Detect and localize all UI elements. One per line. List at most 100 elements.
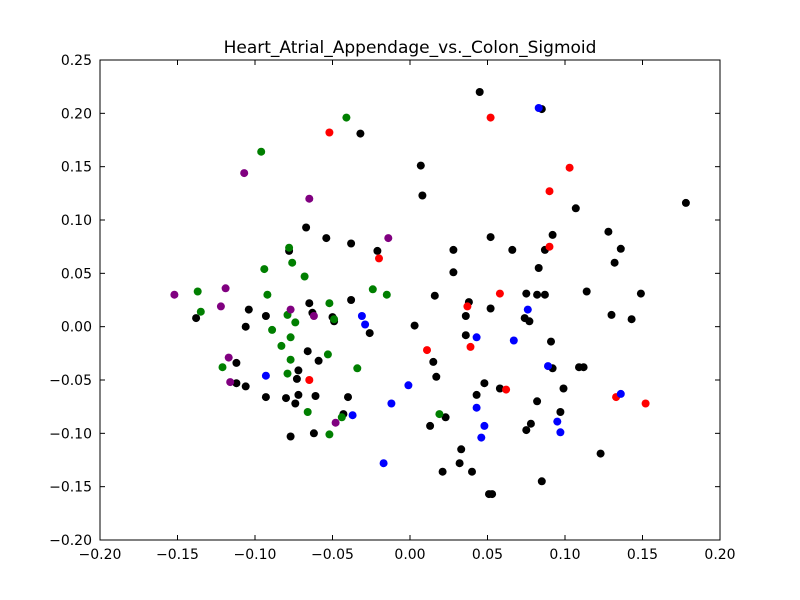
data-point (330, 315, 339, 324)
data-point (547, 337, 555, 346)
data-point (353, 364, 362, 373)
data-point (480, 379, 489, 388)
data-point (495, 289, 504, 298)
y-tick-label: −0.20 (49, 533, 92, 549)
x-tick-label: 0.00 (394, 547, 425, 563)
data-point (292, 374, 301, 383)
data-point (681, 198, 690, 207)
data-point (379, 459, 388, 468)
data-point (261, 371, 270, 380)
data-point (302, 223, 311, 232)
data-point (472, 333, 481, 342)
data-point (257, 147, 266, 156)
x-tick-label: 0.20 (704, 547, 735, 563)
data-point (416, 161, 425, 170)
x-tick-label: −0.20 (79, 547, 122, 563)
data-point (286, 305, 295, 314)
data-point (509, 336, 518, 345)
data-point (357, 312, 366, 320)
data-point (426, 421, 435, 430)
data-point (309, 312, 318, 320)
plot-area-frame (99, 59, 721, 541)
data-point (616, 389, 625, 398)
data-point (641, 399, 650, 408)
data-point (488, 490, 497, 499)
data-point (616, 244, 625, 253)
data-point (361, 320, 370, 329)
data-point (277, 341, 286, 350)
axis-ticks: −0.20 −0.15 −0.10 −0.05 0.00 0.05 0.10 0.15 0.20… (49, 53, 735, 563)
data-point (241, 322, 250, 331)
data-point (438, 467, 447, 476)
data-point (368, 285, 377, 294)
data-point (311, 392, 320, 400)
data-point (556, 428, 565, 437)
data-point (404, 381, 413, 390)
data-point (432, 372, 441, 381)
y-tick-label: 0.25 (61, 53, 92, 69)
data-point (441, 413, 450, 422)
data-point (571, 204, 580, 213)
data-point (323, 350, 332, 359)
data-point (610, 258, 619, 267)
x-tick-label: −0.05 (311, 547, 354, 563)
chart-title: Heart_Atrial_Appendage_vs._Colon_Sigmoid (224, 38, 597, 58)
data-point (325, 430, 334, 439)
data-point (241, 382, 250, 391)
data-point (216, 302, 225, 311)
data-point (486, 113, 495, 122)
data-point (331, 418, 340, 427)
data-point (325, 128, 334, 137)
y-tick-label: 0.15 (61, 160, 92, 176)
data-point (410, 321, 419, 330)
data-point (534, 264, 543, 272)
data-point (342, 113, 351, 122)
data-point (294, 390, 303, 399)
data-point (344, 393, 352, 402)
data-point (508, 245, 517, 254)
data-point (534, 104, 543, 112)
data-point (286, 333, 295, 342)
data-point (502, 385, 511, 394)
data-point (303, 408, 312, 416)
data-point (480, 421, 489, 430)
data-point (523, 305, 532, 314)
data-point (537, 477, 546, 486)
y-tick-label: −0.05 (49, 373, 92, 389)
data-point (373, 246, 382, 255)
data-point (192, 314, 201, 323)
data-point (387, 399, 396, 408)
data-point (545, 187, 554, 196)
data-point (309, 429, 318, 438)
data-point (261, 393, 270, 402)
data-point (288, 258, 297, 267)
data-point (565, 163, 574, 172)
data-point (461, 312, 470, 320)
data-point (463, 302, 472, 311)
data-point (218, 363, 227, 372)
data-point (556, 408, 565, 416)
x-tick-label: −0.10 (234, 547, 277, 563)
data-point (548, 230, 557, 239)
data-point (607, 310, 616, 319)
data-point (423, 346, 431, 355)
data-point (285, 243, 294, 252)
data-point (435, 410, 444, 419)
data-point (449, 268, 458, 277)
data-point (604, 227, 613, 236)
data-point (468, 467, 476, 476)
data-point (533, 290, 542, 299)
data-point (263, 290, 272, 299)
data-point (540, 290, 549, 299)
data-point (418, 191, 427, 200)
data-point (261, 312, 270, 320)
data-point (322, 234, 331, 243)
data-point (348, 411, 357, 420)
data-point (291, 318, 300, 327)
data-point (466, 342, 475, 351)
data-point (232, 358, 241, 367)
data-point (533, 397, 542, 406)
y-tick-label: −0.15 (49, 480, 92, 496)
